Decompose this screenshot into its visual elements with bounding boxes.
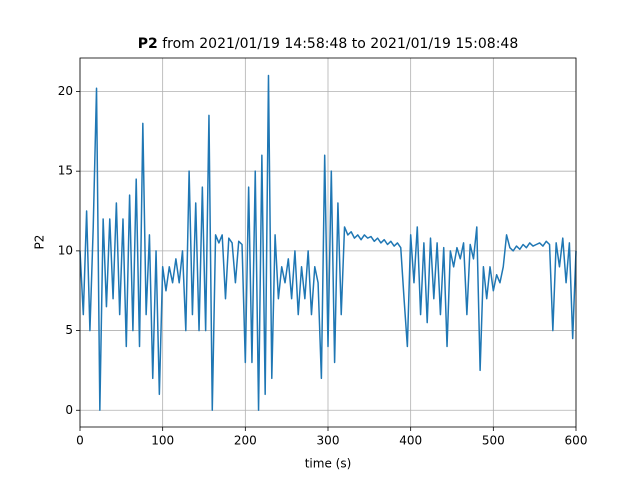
y-tick-label: 0 [65,403,73,417]
x-tick-label: 100 [151,434,174,448]
chart-title: P2 from 2021/01/19 14:58:48 to 2021/01/1… [138,36,519,52]
y-tick-label: 20 [58,84,73,98]
title-bold: P2 [138,36,158,52]
plot-frame [79,57,577,428]
title-text: from 2021/01/19 14:58:48 to 2021/01/19 1… [162,36,518,52]
x-tick-label: 300 [317,434,340,448]
x-tick-label: 600 [565,434,588,448]
x-tick-label: 500 [482,434,505,448]
y-tick-label: 15 [58,164,73,178]
y-tick-label: 10 [58,243,73,257]
y-tick-label: 5 [65,323,73,337]
x-tick-label: 0 [76,434,84,448]
y-axis-label: P2 [33,235,47,250]
x-tick-label: 200 [234,434,257,448]
x-axis-label: time (s) [305,457,352,471]
data-line [79,74,577,412]
x-tick-label: 400 [399,434,422,448]
